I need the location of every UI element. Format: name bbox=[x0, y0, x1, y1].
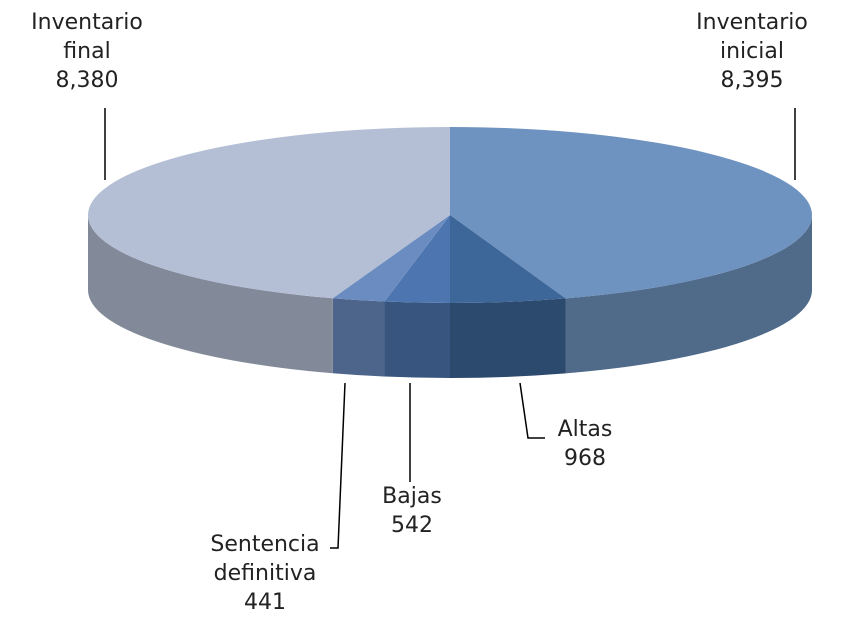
slice-label: Inventario inicial 8,395 bbox=[672, 8, 832, 95]
slice-side bbox=[384, 301, 450, 378]
category-label: Altas bbox=[557, 417, 613, 442]
category-label: Inventario final bbox=[31, 10, 143, 64]
slice-top bbox=[384, 215, 450, 303]
category-label: Bajas bbox=[382, 484, 442, 509]
category-label: Inventario inicial bbox=[696, 10, 808, 64]
value-label: 968 bbox=[564, 446, 606, 471]
slice-top bbox=[450, 127, 813, 299]
value-label: 441 bbox=[244, 590, 286, 615]
slice-side bbox=[565, 215, 812, 374]
value-label: 8,395 bbox=[720, 68, 784, 93]
slice-side bbox=[450, 298, 566, 378]
slice-side bbox=[88, 215, 333, 374]
value-label: 8,380 bbox=[55, 68, 119, 93]
leader-line bbox=[330, 382, 346, 549]
slice-top bbox=[450, 215, 566, 303]
slice-label: Altas 968 bbox=[545, 415, 625, 473]
slice-side bbox=[332, 298, 385, 377]
slice-label: Sentencia definitiva 441 bbox=[185, 530, 345, 617]
slice-top bbox=[87, 127, 450, 299]
slice-label: Inventario final 8,380 bbox=[7, 8, 167, 95]
leader-line bbox=[519, 382, 545, 439]
category-label: Sentencia definitiva bbox=[210, 532, 320, 586]
slice-label: Bajas 542 bbox=[372, 482, 452, 540]
slice-top bbox=[332, 215, 450, 302]
value-label: 542 bbox=[391, 513, 433, 538]
